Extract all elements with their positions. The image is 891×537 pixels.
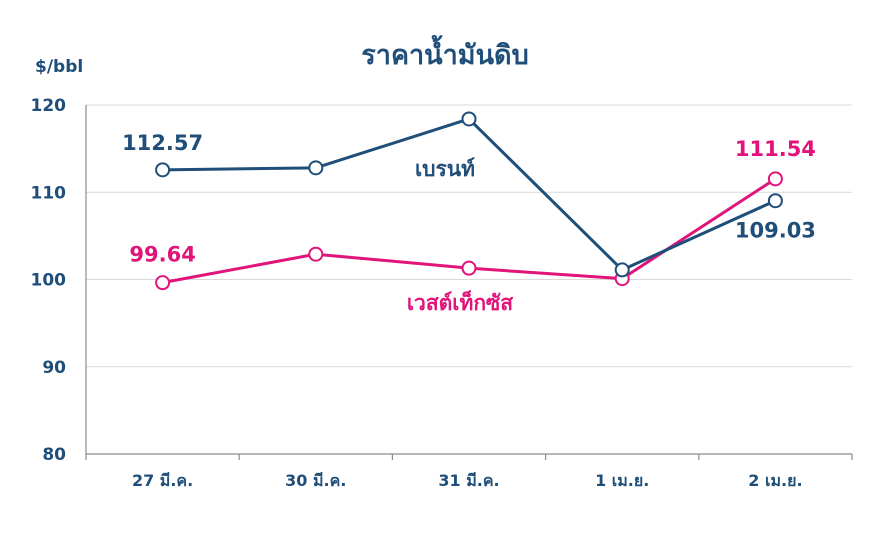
series-name-label: เบรนท์ [415,157,475,181]
data-label: 112.57 [122,131,203,155]
series-point-wti [155,275,171,291]
gridlines [86,104,852,368]
x-tick-label: 31 มี.ค. [438,471,499,490]
series-point-brent [461,111,477,127]
y-axis-unit-label: $/bbl [35,57,83,77]
x-tick-label: 30 มี.ค. [285,471,346,490]
series-point-brent [767,193,783,209]
data-labels: 112.57 109.03 99.64 111.54 เบรนท์เวสต์เท็กซั… [122,131,816,315]
series-point-wti [308,246,324,262]
y-tick-label: 110 [31,183,67,203]
series-point-brent [308,160,324,176]
x-tick-label: 27 มี.ค. [132,471,193,490]
chart-title: ราคาน้ำมันดิบ [361,34,528,71]
series-group [155,111,783,291]
series-point-brent [155,162,171,178]
y-tick-label: 90 [42,358,66,378]
axes [85,105,853,460]
y-tick-label: 120 [31,96,67,116]
series-point-wti [767,171,783,187]
x-tick-label: 2 เม.ย. [748,471,802,490]
series-point-wti [461,260,477,276]
x-tick-labels: 27 มี.ค. 30 มี.ค. 31 มี.ค. 1 เม.ย. 2 เม.ย. [132,471,803,490]
data-label: 109.03 [735,219,816,243]
x-tick-label: 1 เม.ย. [595,471,649,490]
series-line-brent [162,117,777,272]
series-point-brent [614,262,630,278]
data-label: 99.64 [129,243,195,267]
y-tick-labels: 80 90 100 110 120 [31,96,67,465]
series-name-label: เวสต์เท็กซัส [407,289,513,315]
data-label: 111.54 [735,137,816,161]
y-tick-label: 80 [42,445,66,465]
y-tick-label: 100 [31,271,67,291]
